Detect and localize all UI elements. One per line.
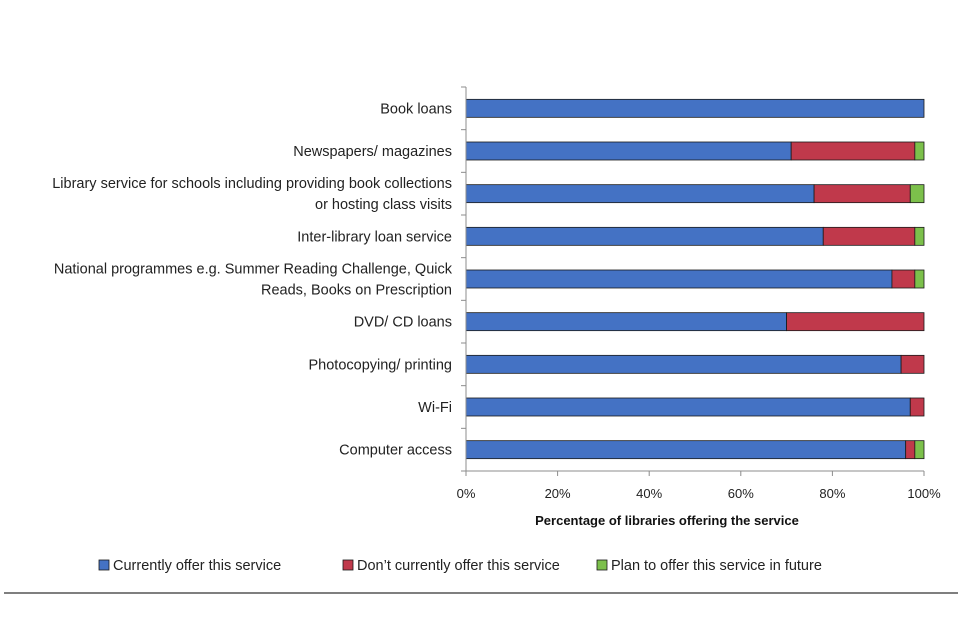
bar-5-series-3 <box>914 269 925 289</box>
bar-8-series-2 <box>909 397 925 417</box>
bar-1-series-1 <box>465 98 925 118</box>
bars <box>465 98 925 460</box>
bar-4-series-1 <box>465 226 824 246</box>
bar-6-series-2 <box>786 312 925 332</box>
category-label: Photocopying/ printing <box>309 357 453 373</box>
category-label: Newspapers/ magazines <box>293 144 452 160</box>
bar-7-series-1 <box>465 354 902 374</box>
bar-9-series-3 <box>914 440 925 460</box>
bar-3-series-1 <box>465 184 815 204</box>
category-label: Inter-library loan service <box>297 229 452 245</box>
bar-9-series-1 <box>465 440 907 460</box>
category-labels: Book loans Newspapers/ magazines Library s… <box>52 101 453 458</box>
bar-2-series-3 <box>914 141 925 161</box>
legend-swatch-1 <box>98 559 110 571</box>
category-label: National programmes e.g. Summer Reading … <box>54 262 453 278</box>
bar-7-series-2 <box>900 354 925 374</box>
category-label: Library service for schools including pr… <box>52 176 452 192</box>
category-label: or hosting class visits <box>315 197 452 213</box>
axes <box>461 86 924 472</box>
bar-2-series-1 <box>465 141 792 161</box>
legend: Currently offer this service Don’t curren… <box>98 558 822 574</box>
x-tick-label: 80% <box>819 486 845 501</box>
bar-9-series-2 <box>905 440 916 460</box>
x-tick-label: 60% <box>728 486 754 501</box>
bar-6-series-1 <box>465 312 788 332</box>
bar-4-series-3 <box>914 226 925 246</box>
bar-3-series-3 <box>909 184 925 204</box>
bar-8-series-1 <box>465 397 911 417</box>
bar-2-series-2 <box>790 141 916 161</box>
bar-5-series-1 <box>465 269 893 289</box>
legend-label-3: Plan to offer this service in future <box>611 558 822 574</box>
x-tick-label: 20% <box>545 486 571 501</box>
x-axis-ticks: 0% 20% 40% 60% 80% 100% <box>457 471 941 501</box>
category-label: Wi-Fi <box>418 400 452 416</box>
x-tick-label: 0% <box>457 486 476 501</box>
legend-swatch-3 <box>596 559 608 571</box>
legend-label-1: Currently offer this service <box>113 558 281 574</box>
bar-5-series-2 <box>891 269 916 289</box>
category-label: Reads, Books on Prescription <box>261 283 452 299</box>
legend-swatch-2 <box>342 559 354 571</box>
x-tick-label: 40% <box>636 486 662 501</box>
x-tick-label: 100% <box>907 486 941 501</box>
bar-4-series-2 <box>822 226 916 246</box>
legend-label-2: Don’t currently offer this service <box>357 558 560 574</box>
category-label: DVD/ CD loans <box>354 315 452 331</box>
category-label: Book loans <box>380 101 452 117</box>
category-label: Computer access <box>339 443 452 459</box>
x-axis-title: Percentage of libraries offering the ser… <box>535 513 799 528</box>
bar-3-series-2 <box>813 184 911 204</box>
